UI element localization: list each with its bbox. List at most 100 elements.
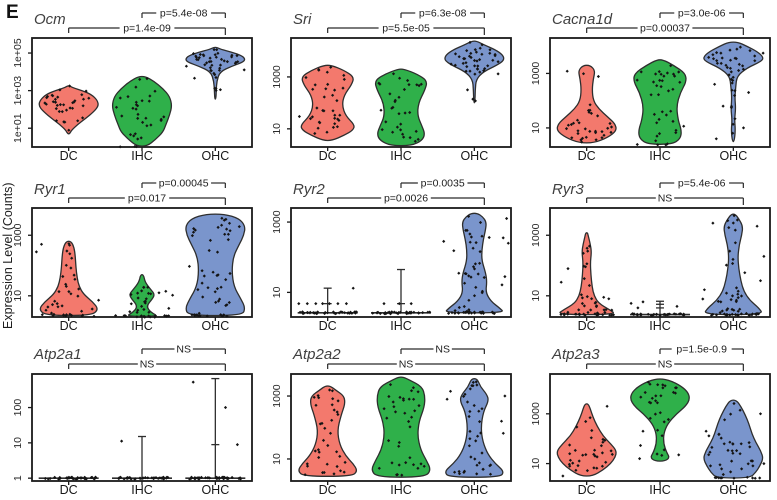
data-point: [600, 130, 604, 134]
category-label-dc: DC: [319, 149, 337, 163]
data-point: [336, 412, 340, 417]
data-point: [147, 310, 151, 314]
data-point: [212, 48, 216, 52]
category-label-dc: DC: [60, 149, 78, 163]
data-point: [415, 83, 419, 87]
data-point: [335, 410, 339, 414]
violin-panel-ocm: p=5.4e-08 p=1.4e-09 Ocm 1e+01 1e+03 1e+05 DC IH…: [12, 8, 253, 163]
data-point: [654, 139, 658, 143]
y-tick-label: 10: [530, 122, 542, 134]
y-tick-label: 1000: [530, 62, 542, 86]
violin-shape: [703, 399, 764, 479]
data-point: [501, 236, 505, 240]
data-point: [505, 216, 509, 221]
data-point: [608, 121, 612, 126]
data-point: [323, 311, 327, 316]
data-point: [379, 108, 383, 112]
gene-title: Atp2a1: [33, 346, 82, 363]
data-point: [223, 232, 227, 236]
data-point: [72, 100, 76, 104]
data-point: [463, 57, 467, 61]
data-point: [68, 252, 72, 256]
y-tick-label: 1000: [12, 223, 24, 247]
violin-panel-ryr1: p=0.00045 p=0.017 Ryr1 10 1000 DC IHC OHC: [12, 178, 253, 333]
data-point: [46, 305, 50, 309]
data-point: [669, 64, 673, 68]
data-point: [120, 114, 124, 118]
violin-ohc: [701, 213, 766, 317]
data-point: [153, 314, 158, 318]
data-point: [472, 294, 477, 298]
significance-bracket: p=1.5e-0.9: [659, 344, 744, 356]
data-point: [149, 123, 153, 127]
data-point: [491, 58, 495, 62]
data-point: [596, 74, 600, 79]
data-point: [136, 112, 140, 116]
data-point: [753, 476, 757, 480]
data-point: [729, 77, 733, 81]
category-label-ihc: IHC: [390, 483, 412, 497]
data-point: [215, 477, 219, 481]
data-point: [331, 310, 335, 314]
data-point: [378, 311, 382, 316]
data-point: [207, 60, 211, 64]
data-point: [655, 312, 659, 316]
violin-dc: [559, 232, 616, 317]
data-point: [126, 95, 130, 99]
data-point: [414, 129, 418, 133]
data-point: [55, 103, 59, 107]
data-point: [138, 476, 142, 481]
significance-bracket: p=3.0e-06: [659, 8, 744, 20]
data-point: [390, 461, 394, 465]
data-point: [728, 249, 732, 253]
y-tick-label: 10: [271, 123, 283, 135]
data-point: [51, 314, 55, 318]
data-point: [340, 310, 345, 314]
data-point: [731, 131, 735, 135]
data-point: [220, 223, 224, 227]
data-point: [341, 86, 345, 90]
data-point: [135, 315, 139, 319]
significance-bracket: NS: [586, 193, 744, 205]
data-point: [486, 64, 490, 68]
data-point: [129, 302, 133, 306]
data-point: [457, 305, 461, 310]
data-point: [584, 135, 588, 139]
data-point: [397, 440, 401, 445]
data-point: [401, 398, 406, 402]
data-point: [609, 125, 614, 129]
data-point: [586, 310, 590, 315]
data-point: [488, 51, 492, 55]
significance-bracket: NS: [68, 359, 226, 371]
data-point: [44, 308, 48, 312]
data-point: [81, 97, 86, 101]
data-point: [66, 476, 70, 481]
data-point: [480, 234, 484, 238]
category-label-ihc: IHC: [649, 319, 671, 333]
data-point: [69, 313, 74, 317]
data-point: [762, 462, 766, 466]
data-point: [342, 77, 346, 81]
p-value-label: p=3.0e-06: [678, 8, 726, 20]
data-point: [210, 63, 214, 67]
category-label-dc: DC: [578, 149, 596, 163]
data-point: [40, 313, 44, 317]
data-point: [120, 439, 124, 443]
data-point: [462, 304, 466, 309]
data-point: [84, 477, 88, 481]
data-point: [213, 53, 217, 57]
violin-ohc: [445, 378, 507, 478]
data-point: [165, 314, 169, 318]
data-point: [724, 63, 728, 67]
data-point: [469, 51, 473, 55]
data-point: [136, 116, 140, 120]
violin-dc: [38, 84, 99, 135]
data-point: [321, 438, 326, 442]
category-label-dc: DC: [319, 483, 337, 497]
data-point: [488, 48, 492, 52]
violin-panel-sri: p=6.3e-08 p=5.5e-05 Sri 10 1000 DC IHC OHC: [271, 8, 512, 163]
violin-dc: [556, 64, 617, 144]
data-point: [588, 129, 592, 133]
data-point: [216, 225, 220, 229]
data-point: [314, 302, 318, 306]
